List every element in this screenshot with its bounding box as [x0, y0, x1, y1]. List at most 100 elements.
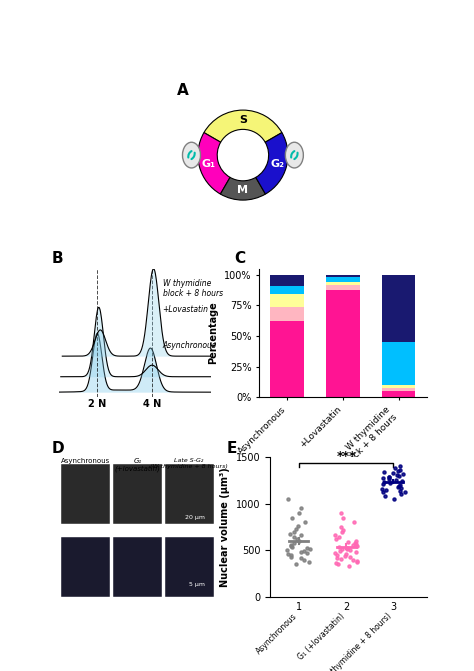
Text: Asynchronous: Asynchronous	[255, 612, 299, 656]
Text: E: E	[227, 441, 237, 456]
Point	[341, 551, 348, 562]
Point	[391, 463, 399, 474]
Text: (+W thymidine + 8 hours): (+W thymidine + 8 hours)	[316, 612, 393, 671]
Point	[339, 513, 346, 523]
Bar	[382, 275, 415, 342]
Bar	[382, 342, 415, 385]
Point	[340, 525, 347, 535]
Point	[397, 489, 404, 500]
Point	[333, 552, 340, 563]
Point	[381, 491, 389, 501]
Text: G₂: G₂	[270, 159, 284, 169]
Point	[337, 546, 344, 557]
Text: S: S	[239, 115, 247, 125]
Text: M: M	[237, 185, 248, 195]
Point	[290, 532, 298, 543]
FancyBboxPatch shape	[165, 464, 214, 524]
Point	[338, 544, 346, 555]
Point	[342, 549, 350, 560]
Text: C: C	[234, 251, 246, 266]
Text: 4 N: 4 N	[143, 399, 161, 409]
Bar	[326, 275, 360, 277]
Point	[292, 559, 300, 570]
Point	[292, 523, 299, 534]
Point	[394, 482, 402, 493]
Point	[335, 532, 343, 543]
Bar	[271, 275, 304, 286]
Point	[303, 542, 310, 553]
Point	[392, 475, 400, 486]
Bar	[271, 286, 304, 295]
Point	[331, 530, 339, 541]
Point	[293, 534, 301, 545]
Bar	[326, 290, 360, 397]
Point	[395, 480, 402, 491]
Bar	[382, 385, 415, 388]
Point	[345, 537, 352, 548]
Point	[350, 517, 358, 528]
Point	[343, 544, 350, 554]
Wedge shape	[256, 133, 288, 194]
Point	[395, 470, 403, 481]
Bar	[271, 307, 304, 321]
FancyBboxPatch shape	[113, 537, 162, 597]
Point	[385, 472, 393, 483]
Point	[297, 552, 305, 563]
Point	[380, 478, 387, 489]
Point	[297, 503, 305, 514]
Point	[284, 494, 292, 505]
Point	[396, 461, 404, 472]
Point	[349, 539, 356, 550]
Bar	[326, 277, 360, 282]
FancyBboxPatch shape	[113, 464, 162, 524]
Text: 5 μm: 5 μm	[189, 582, 205, 587]
Point	[398, 476, 406, 486]
Point	[353, 556, 361, 566]
Point	[383, 484, 390, 495]
Point	[306, 556, 313, 567]
Text: Asynchronous: Asynchronous	[61, 458, 110, 464]
Point	[379, 473, 387, 484]
FancyBboxPatch shape	[61, 464, 110, 524]
Text: Asynchronous: Asynchronous	[163, 341, 217, 350]
Point	[352, 535, 360, 546]
Ellipse shape	[285, 142, 303, 168]
Point	[386, 478, 394, 488]
Point	[333, 534, 340, 545]
Point	[353, 556, 361, 567]
FancyBboxPatch shape	[61, 537, 110, 597]
Text: W thymidine
block + 8 hours: W thymidine block + 8 hours	[163, 279, 223, 299]
Point	[306, 544, 314, 554]
Point	[331, 548, 339, 558]
Point	[284, 549, 292, 560]
Bar	[271, 295, 304, 307]
Point	[381, 477, 388, 488]
Point	[287, 540, 295, 551]
Text: +Lovastatin: +Lovastatin	[163, 305, 209, 314]
Point	[337, 521, 345, 532]
Point	[337, 554, 345, 564]
Point	[286, 528, 294, 539]
Point	[353, 539, 360, 550]
Point	[396, 464, 403, 475]
Point	[385, 471, 393, 482]
Point	[300, 546, 308, 557]
Point	[399, 468, 406, 479]
Point	[295, 535, 303, 546]
Point	[391, 494, 398, 505]
Point	[287, 539, 295, 550]
Wedge shape	[204, 110, 282, 142]
Point	[337, 508, 345, 519]
Point	[288, 541, 296, 552]
Wedge shape	[198, 133, 230, 194]
Point	[343, 542, 351, 553]
Text: G₁
(+lovastatin): G₁ (+lovastatin)	[115, 458, 160, 472]
Text: ***: ***	[337, 450, 356, 462]
Text: Late S-G₂
(W thymidine + 8 hours): Late S-G₂ (W thymidine + 8 hours)	[150, 458, 228, 469]
Point	[352, 547, 360, 558]
Text: G₁ (+lovastatin): G₁ (+lovastatin)	[296, 612, 346, 662]
Point	[283, 545, 291, 556]
Point	[294, 521, 301, 531]
Text: A: A	[177, 83, 189, 98]
Point	[354, 540, 361, 551]
